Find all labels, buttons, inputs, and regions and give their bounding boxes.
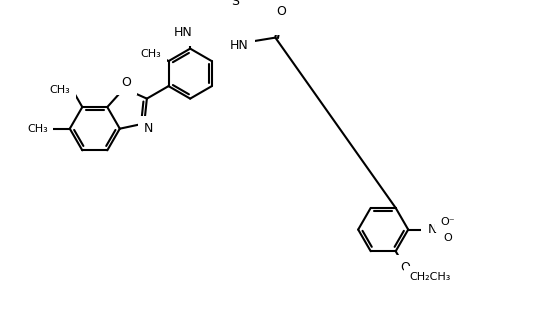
Text: CH₃: CH₃ — [141, 49, 161, 59]
Text: HN: HN — [230, 38, 248, 52]
Text: S: S — [231, 0, 239, 8]
Text: O: O — [121, 76, 131, 89]
Text: N⁺: N⁺ — [427, 223, 443, 236]
Text: O: O — [400, 261, 410, 274]
Text: CH₃: CH₃ — [50, 85, 70, 95]
Text: CH₂CH₃: CH₂CH₃ — [410, 272, 451, 282]
Text: O⁻: O⁻ — [441, 216, 455, 227]
Text: O: O — [276, 6, 286, 18]
Text: O: O — [443, 233, 452, 243]
Text: HN: HN — [174, 26, 192, 39]
Text: CH₃: CH₃ — [27, 124, 48, 134]
Text: N: N — [144, 122, 153, 135]
